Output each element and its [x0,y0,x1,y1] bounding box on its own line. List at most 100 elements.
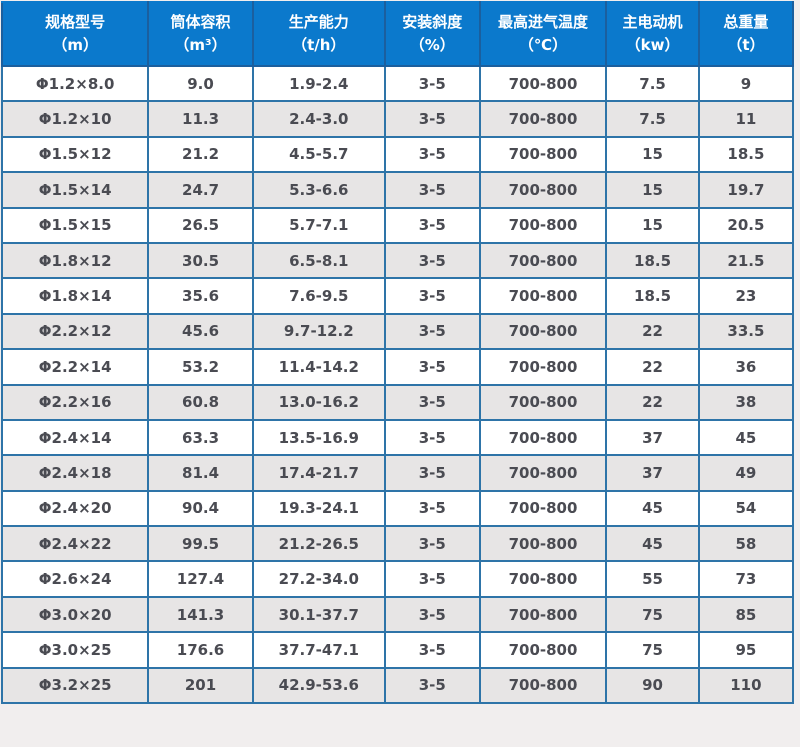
table-cell: 11.3 [147,100,254,138]
table-cell: 13.0-16.2 [251,383,386,421]
table-cell: 141.3 [147,595,254,634]
table-cell: 37.7-47.1 [251,631,386,669]
table-cell: 21.5 [697,241,795,280]
table-cell: 3-5 [383,595,481,634]
column-label: 安装斜度 [402,12,463,31]
table-row: Φ1.5×14 24.7 5.3-6.6 3-5 700-800 15 19.7 [0,171,795,209]
column-label: 最高进气温度 [498,12,589,31]
column-unit: （m³） [174,36,227,54]
table-cell: 58 [697,525,795,563]
column-unit: （%） [409,36,455,54]
table-cell: 22 [605,348,700,386]
table-cell: 3-5 [383,312,481,351]
table-cell: 9.0 [147,64,254,103]
table-cell: 700-800 [478,418,608,457]
table-cell: 45 [605,525,700,563]
table-cell: 3-5 [383,525,481,563]
table-cell: Φ1.5×14 [0,171,150,209]
table-cell: 127.4 [147,560,254,598]
table-cell: 15 [605,206,700,244]
table-cell: 700-800 [478,383,608,421]
table-cell: 3-5 [383,241,481,280]
spec-table: 规格型号 （m） 筒体容积 （m³） 生产能力 （t/h） 安装斜度 （%） 最高进气温度 （℃）… [0,1,795,705]
table-cell: 19.7 [697,171,795,209]
table-cell: Φ2.4×18 [0,454,150,492]
table-cell: 20.5 [697,206,795,244]
table-cell: 9.7-12.2 [251,312,386,351]
column-unit: （m） [52,36,98,54]
table-cell: 90.4 [147,489,254,528]
table-cell: 700-800 [478,135,608,174]
table-cell: 90 [605,666,700,705]
table-cell: 700-800 [478,489,608,528]
table-cell: 37 [605,454,700,492]
table-cell: Φ3.0×25 [0,631,150,669]
table-cell: Φ2.2×16 [0,383,150,421]
table-cell: 21.2 [147,135,254,174]
column-header: 最高进气温度 （℃） [478,1,608,67]
table-cell: Φ2.4×20 [0,489,150,528]
table-body: Φ1.2×8.0 9.0 1.9-2.4 3-5 700-800 7.5 9 Φ1.2×10 1… [0,64,795,705]
table-cell: 700-800 [478,560,608,598]
table-cell: 18.5 [605,277,700,315]
table-cell: 700-800 [478,348,608,386]
table-cell: 1.9-2.4 [251,64,386,103]
table-cell: 85 [697,595,795,634]
column-unit: （t） [727,36,765,54]
table-cell: 15 [605,135,700,174]
table-cell: Φ1.2×8.0 [0,64,150,103]
table-cell: 3-5 [383,489,481,528]
table-row: Φ3.0×25 176.6 37.7-47.1 3-5 700-800 75 95 [0,631,795,669]
table-cell: 54 [697,489,795,528]
table-cell: 21.2-26.5 [251,525,386,563]
table-cell: Φ2.4×14 [0,418,150,457]
table-cell: 3-5 [383,666,481,705]
table-cell: Φ2.6×24 [0,560,150,598]
table-cell: 17.4-21.7 [251,454,386,492]
table-cell: Φ2.2×14 [0,348,150,386]
column-label: 生产能力 [288,12,349,31]
table-cell: Φ2.2×12 [0,312,150,351]
table-cell: 19.3-24.1 [251,489,386,528]
table-cell: 30.1-37.7 [251,595,386,634]
table-row: Φ2.6×24 127.4 27.2-34.0 3-5 700-800 55 73 [0,560,795,598]
table-header: 规格型号 （m） 筒体容积 （m³） 生产能力 （t/h） 安装斜度 （%） 最高进气温度 （℃）… [0,1,795,67]
table-cell: 3-5 [383,383,481,421]
table-cell: 49 [697,454,795,492]
table-cell: 700-800 [478,631,608,669]
table-cell: 73 [697,560,795,598]
table-cell: 3-5 [383,135,481,174]
table-cell: Φ1.5×12 [0,135,150,174]
column-label: 规格型号 [45,12,106,31]
table-cell: 99.5 [147,525,254,563]
table-cell: 700-800 [478,277,608,315]
table-cell: 11 [697,100,795,138]
table-cell: 3-5 [383,348,481,386]
table-cell: Φ1.2×10 [0,100,150,138]
table-cell: 2.4-3.0 [251,100,386,138]
table-cell: 45 [697,418,795,457]
table-cell: 18.5 [697,135,795,174]
column-header: 生产能力 （t/h） [251,1,386,67]
table-cell: Φ1.8×12 [0,241,150,280]
table-cell: 7.5 [605,100,700,138]
table-row: Φ1.2×8.0 9.0 1.9-2.4 3-5 700-800 7.5 9 [0,64,795,103]
table-row: Φ2.4×20 90.4 19.3-24.1 3-5 700-800 45 54 [0,489,795,528]
table-row: Φ2.2×16 60.8 13.0-16.2 3-5 700-800 22 38 [0,383,795,421]
table-cell: 201 [147,666,254,705]
table-cell: 27.2-34.0 [251,560,386,598]
table-cell: 42.9-53.6 [251,666,386,705]
table-cell: 23 [697,277,795,315]
table-cell: 3-5 [383,171,481,209]
column-header: 主电动机 （kw） [605,1,700,67]
table-cell: 35.6 [147,277,254,315]
table-cell: 45.6 [147,312,254,351]
table-cell: 700-800 [478,525,608,563]
table-cell: 33.5 [697,312,795,351]
table-row: Φ1.5×12 21.2 4.5-5.7 3-5 700-800 15 18.5 [0,135,795,174]
table-row: Φ1.5×15 26.5 5.7-7.1 3-5 700-800 15 20.5 [0,206,795,244]
table-row: Φ3.2×25 201 42.9-53.6 3-5 700-800 90 110 [0,666,795,705]
table-cell: 5.3-6.6 [251,171,386,209]
table-row: Φ1.8×12 30.5 6.5-8.1 3-5 700-800 18.5 21.5 [0,241,795,280]
table-row: Φ2.4×18 81.4 17.4-21.7 3-5 700-800 37 49 [0,454,795,492]
